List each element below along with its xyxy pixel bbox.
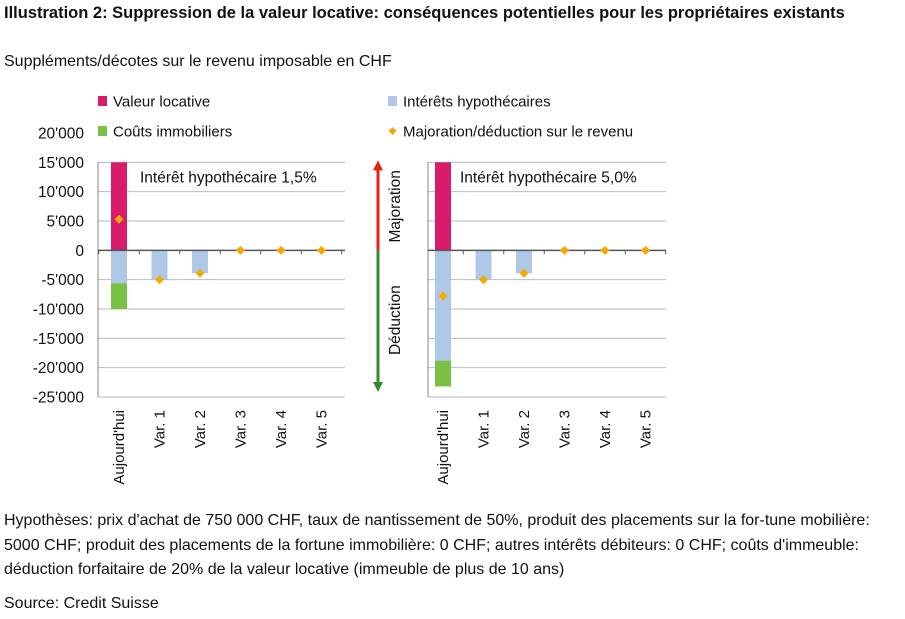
x-tick-label: Var. 3 — [557, 410, 574, 448]
legend-marker — [388, 127, 397, 135]
x-tick-label: Aujourd'hui — [111, 410, 128, 485]
x-tick-label: Var. 4 — [597, 410, 614, 448]
x-tick-label: Var. 1 — [152, 410, 169, 448]
x-tick-label: Var. 5 — [314, 410, 331, 448]
x-tick-label: Var. 1 — [476, 410, 493, 448]
chart-subtitle: Suppléments/décotes sur le revenu imposa… — [4, 53, 392, 70]
bar-interets — [111, 250, 127, 284]
x-tick-label: Var. 5 — [638, 410, 655, 448]
x-tick-label: Aujourd'hui — [435, 410, 452, 485]
source-note: Source: Credit Suisse — [4, 595, 159, 612]
chart-title: Illustration 2: Suppression de la valeur… — [4, 4, 845, 22]
marker-majoration — [195, 268, 205, 278]
bar-interets — [151, 250, 168, 280]
bar-interets — [192, 250, 208, 274]
annotation-box — [136, 167, 336, 188]
marker-majoration — [155, 275, 164, 285]
legend-label: Majoration/déduction sur le revenu — [403, 124, 633, 141]
y-tick-label: -10'000 — [33, 302, 85, 319]
y-tick-label: 10'000 — [38, 184, 84, 201]
y-tick-label: -25'000 — [33, 390, 85, 407]
bar-interets — [516, 250, 532, 274]
y-tick-label: 15'000 — [38, 155, 84, 172]
legend-swatch — [98, 126, 107, 136]
marker-majoration — [641, 245, 650, 255]
bar-valeur_locative — [435, 162, 451, 251]
arrow-up-head — [373, 160, 383, 171]
bar-interets — [435, 250, 451, 361]
x-tick-label: Var. 4 — [273, 410, 290, 448]
legend-label: Valeur locative — [113, 94, 210, 111]
x-tick-label: Var. 2 — [192, 410, 209, 448]
panel-annotation: Intérêt hypothécaire 5,0% — [460, 169, 637, 186]
marker-majoration — [600, 245, 610, 255]
y-tick-label: -15'000 — [33, 331, 85, 348]
arrow-down-head — [373, 382, 383, 392]
legend-label: Coûts immobiliers — [113, 124, 232, 141]
panel-annotation: Intérêt hypothécaire 1,5% — [140, 169, 317, 186]
marker-majoration — [236, 245, 245, 255]
assumptions-note: Hypothèses: prix d'achat de 750 000 CHF,… — [4, 512, 870, 578]
arrow-up-label: Majoration — [387, 170, 404, 242]
y-tick-label: -20'000 — [33, 360, 85, 377]
x-tick-label: Var. 3 — [233, 410, 250, 448]
y-tick-label: 20'000 — [38, 126, 84, 143]
marker-majoration — [317, 245, 326, 255]
bar-couts — [111, 283, 127, 309]
marker-majoration — [114, 214, 124, 224]
y-tick-label: 5'000 — [47, 214, 85, 231]
marker-majoration — [276, 245, 286, 255]
bar-valeur_locative — [111, 162, 127, 251]
marker-majoration — [438, 291, 448, 301]
legend-swatch — [98, 96, 107, 106]
marker-majoration — [519, 268, 529, 278]
marker-majoration — [560, 245, 569, 255]
x-tick-label: Var. 2 — [516, 410, 533, 448]
legend-label: Intérêts hypothécaires — [403, 94, 551, 111]
arrow-down-label: Déduction — [387, 285, 404, 355]
y-tick-label: -5'000 — [41, 272, 84, 289]
bar-interets — [475, 250, 492, 280]
bar-couts — [435, 360, 451, 387]
y-tick-label: 0 — [75, 243, 84, 260]
legend-swatch — [388, 96, 397, 106]
marker-majoration — [479, 275, 488, 285]
annotation-box — [456, 167, 656, 188]
